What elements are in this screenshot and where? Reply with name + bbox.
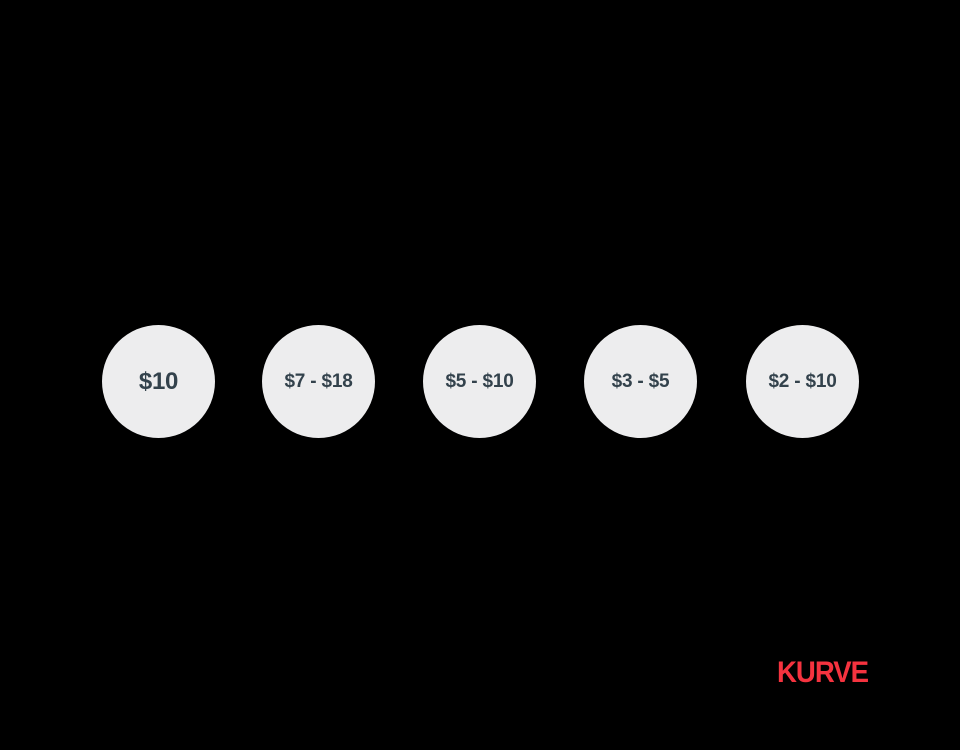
price-bubble-1: $10 [102,325,215,438]
price-bubble-5-label: $2 - $10 [768,371,837,392]
price-bubble-3: $5 - $10 [423,325,536,438]
price-bubble-3-label: $5 - $10 [445,371,514,392]
price-bubble-row: $10 $7 - $18 $5 - $10 $3 - $5 $2 - $10 [0,325,960,438]
kurve-logo-text: KURVE [777,656,869,689]
price-bubble-4-label: $3 - $5 [611,371,670,392]
price-bubble-4: $3 - $5 [584,325,697,438]
price-bubble-1-label: $10 [138,367,179,395]
price-bubble-5: $2 - $10 [746,325,859,438]
price-bubble-2-label: $7 - $18 [284,371,353,392]
price-bubble-2: $7 - $18 [262,325,375,438]
kurve-logo: KURVE [777,658,889,688]
